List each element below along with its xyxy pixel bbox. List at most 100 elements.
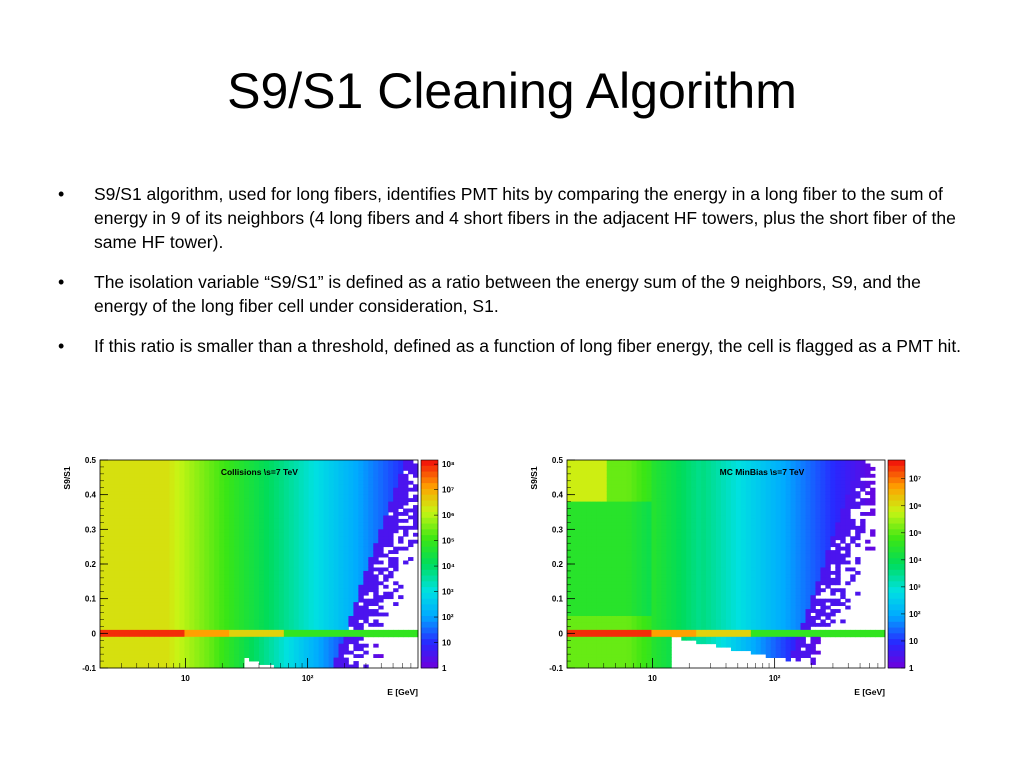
collisions-cell [194,640,200,645]
collisions-cell [114,477,121,482]
collisions-cell [308,633,315,638]
collisions-cell [229,494,235,499]
collisions-cell [174,539,180,544]
collisions-cell [353,574,359,579]
mc-minbias-cell [666,480,672,485]
collisions-cell [104,522,111,527]
mc-minbias-cell [601,480,608,485]
collisions-cell [209,522,215,527]
collisions-cell [234,491,240,496]
mc-minbias-cell [616,460,623,464]
collisions-cell [114,657,121,662]
collisions-cell [129,480,136,485]
collisions-cell [333,661,339,665]
collisions-cell [249,550,255,554]
collisions-colorbar-segment [421,639,438,646]
collisions-cell [388,570,394,575]
mc-minbias-cell [581,654,588,658]
collisions-cell [333,536,339,541]
mc-minbias-cell [581,546,588,551]
collisions-cell [174,487,180,492]
collisions-cell [144,484,151,489]
collisions-cell [114,529,121,534]
collisions-cell [104,636,111,641]
mc-minbias-cell [606,505,613,509]
collisions-cell [403,498,409,502]
collisions-cell [373,629,379,634]
mc-minbias-cell [636,643,642,648]
collisions-cell [353,643,359,648]
collisions-cell [124,584,131,589]
collisions-cell [388,550,394,554]
collisions-cell [199,463,205,468]
collisions-cell [184,536,190,541]
collisions-cell [313,515,320,520]
mc-minbias-cell [591,636,598,641]
collisions-cell [308,522,315,527]
collisions-cell [109,619,116,624]
collisions-cell [189,546,195,551]
collisions-cell [358,570,364,575]
collisions-cell [149,616,156,620]
mc-minbias-cell [596,532,603,537]
mc-minbias-cell [591,470,598,475]
collisions-cell [194,473,200,478]
collisions-cell [348,619,354,624]
collisions-cell [373,588,379,593]
collisions-cell [169,633,175,638]
collisions-cell [323,466,329,471]
mc-minbias-cell [591,664,598,669]
collisions-cell [338,491,344,496]
collisions-cell [219,494,225,499]
mc-minbias-cell [641,518,647,523]
collisions-cell [229,598,235,603]
collisions-cell [358,550,364,554]
mc-minbias-cell [631,591,637,596]
collisions-cell [119,480,126,485]
mc-minbias-cell [606,515,613,520]
mc-minbias-cell [631,612,637,617]
collisions-cell [129,570,136,575]
mc-minbias-cell [676,536,682,541]
collisions-cell [154,588,161,593]
collisions-cell [378,477,384,482]
collisions-cell [353,622,359,627]
collisions-cell [144,595,151,600]
collisions-cell [249,543,255,548]
collisions-cell [333,477,339,482]
collisions-cell [328,525,334,530]
collisions-cell [100,612,106,617]
collisions-cell [293,661,300,665]
collisions-cell [378,550,384,554]
collisions-cell [283,643,290,648]
mc-minbias-cell [576,643,583,648]
mc-minbias-cell [671,518,677,523]
collisions-cell [129,657,136,662]
mc-minbias-cell [641,543,647,548]
mc-minbias-cell [651,487,657,492]
mc-minbias-cell [666,550,672,554]
collisions-cell [318,567,324,572]
mc-minbias-cell [661,595,667,600]
mc-minbias-cell [571,661,578,665]
collisions-cell [114,463,121,468]
mc-minbias-cell [641,515,647,520]
collisions-cell [263,491,270,496]
collisions-cell [263,570,270,575]
collisions-cell [199,498,205,502]
collisions-cell [273,557,280,561]
mc-minbias-cell [567,616,573,620]
collisions-cell [189,588,195,593]
collisions-cell [159,661,165,665]
mc-minbias-cell [626,532,632,537]
mc-minbias-cell [631,512,637,516]
collisions-cell [273,616,280,620]
collisions-cell [100,605,106,610]
collisions-cell [100,574,106,579]
collisions-cell [199,626,205,631]
collisions-y-axis-title: S9/S1 [62,466,72,489]
mc-minbias-cell [576,498,583,502]
collisions-cell [124,529,131,534]
collisions-cell [263,588,270,593]
collisions-cell [348,473,354,478]
